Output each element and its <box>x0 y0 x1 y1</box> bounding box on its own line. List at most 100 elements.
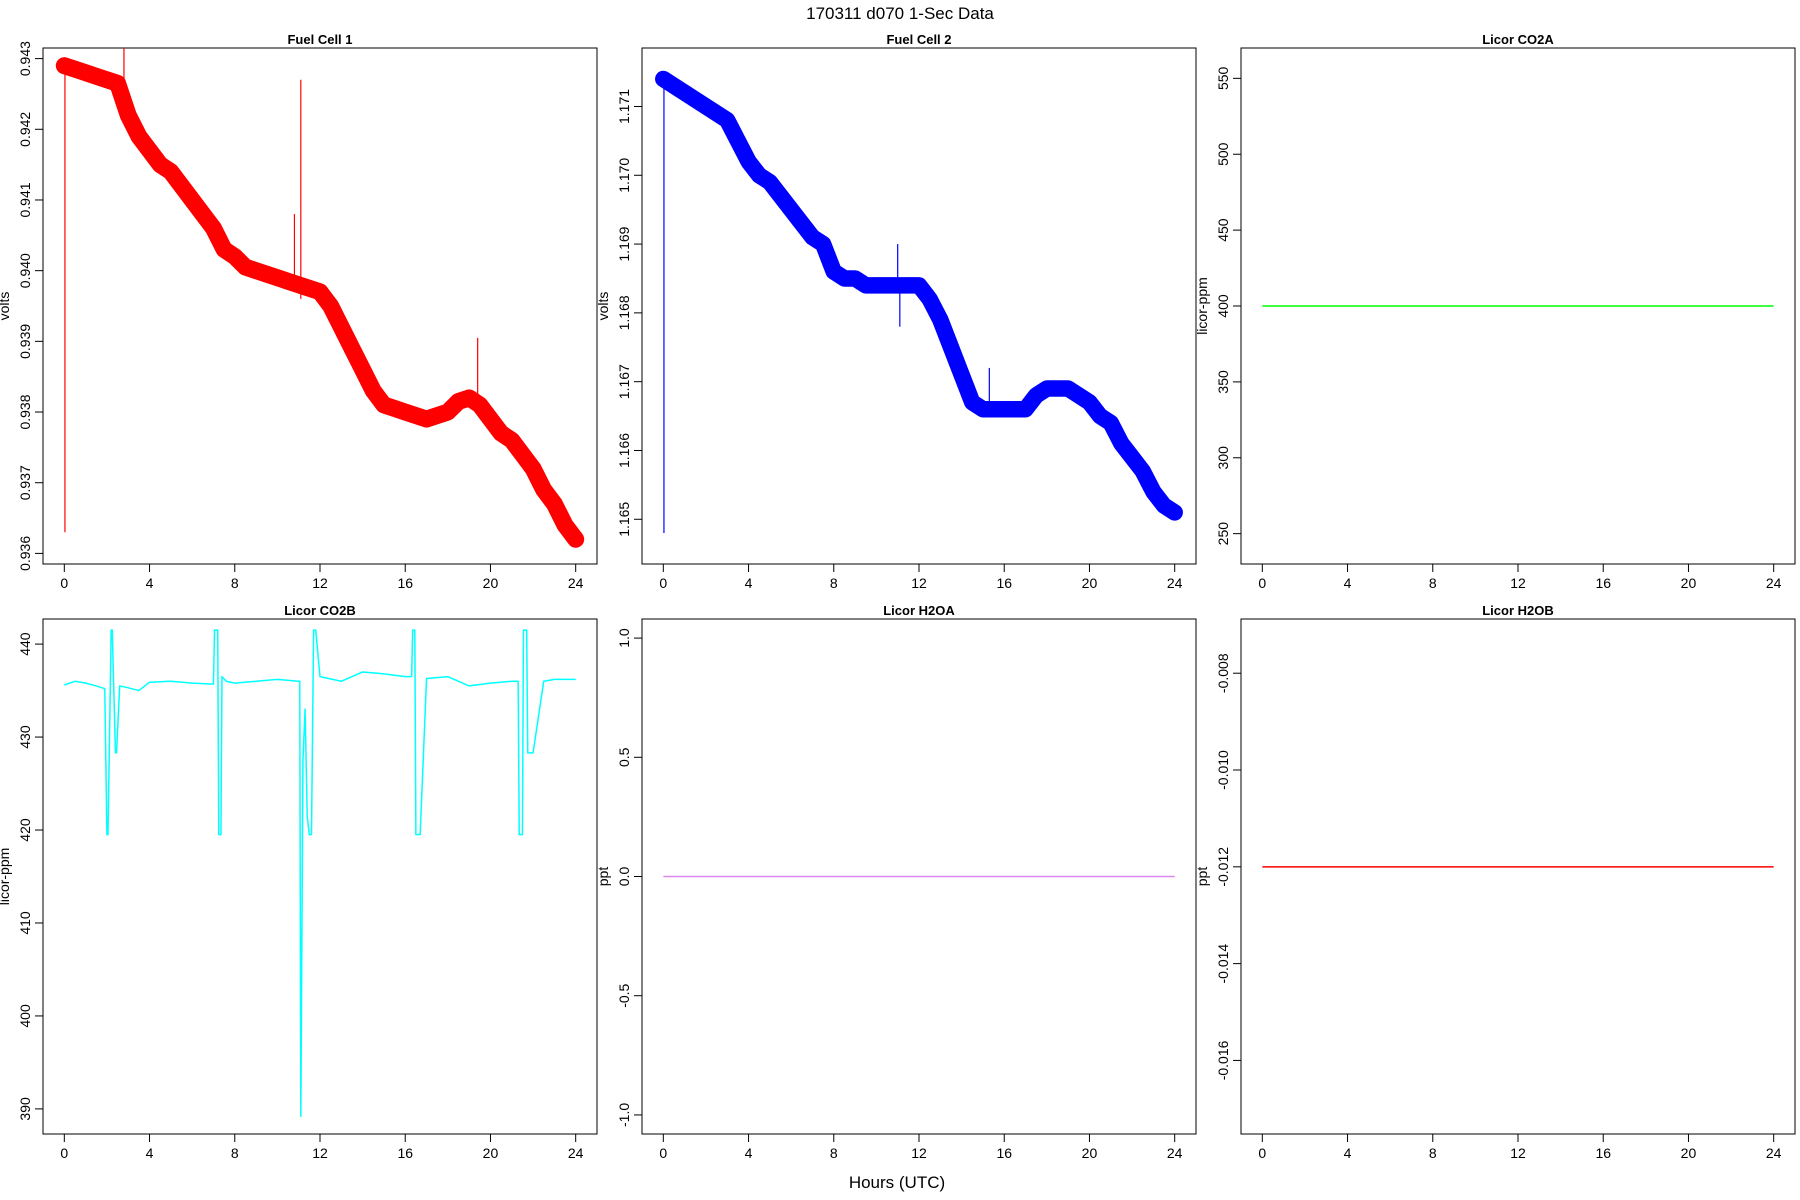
licor-h2ob-xtick-label: 12 <box>1510 1145 1526 1161</box>
x-axis-title: Hours (UTC) <box>849 1173 945 1192</box>
licor-h2ob-ytick-label: -0.010 <box>1215 750 1231 790</box>
fuel-cell-2-panel: Fuel Cell 2 0 4 8 12 16 20 24 1.165 1.166 1.167 1.1… <box>595 32 1197 591</box>
fuel-cell-1-series-band <box>55 57 585 548</box>
fuel-cell-2-xtick-label: 0 <box>659 575 667 591</box>
fuel-cell-1-ytick-label: 0.938 <box>17 394 33 429</box>
licor-h2ob-title: Licor H2OB <box>1482 603 1554 618</box>
fuel-cell-1-xtick-label: 24 <box>568 575 584 591</box>
fuel-cell-2-title: Fuel Cell 2 <box>886 32 951 47</box>
licor-co2b-xtick-label: 20 <box>483 1145 499 1161</box>
fuel-cell-1-ytick-label: 0.943 <box>17 41 33 76</box>
licor-h2ob-xtick-label: 20 <box>1681 1145 1697 1161</box>
fuel-cell-1-xtick-label: 0 <box>60 575 68 591</box>
fuel-cell-1-xtick-label: 8 <box>231 575 239 591</box>
licor-co2b-xtick-label: 12 <box>312 1145 328 1161</box>
fuel-cell-2-ytick-label: 1.169 <box>616 226 632 261</box>
licor-h2ob-ytick-label: -0.014 <box>1215 944 1231 984</box>
fuel-cell-2-ytick-label: 1.170 <box>616 158 632 193</box>
licor-co2b-ytick-label: 390 <box>17 1097 33 1121</box>
fuel-cell-1-xtick-label: 20 <box>483 575 499 591</box>
licor-h2oa-ytick-label: -1.0 <box>616 1103 632 1127</box>
licor-h2ob-ytick-label: -0.016 <box>1215 1040 1231 1080</box>
fuel-cell-1-ytick-label: 0.936 <box>17 536 33 571</box>
fuel-cell-2-ylabel: volts <box>595 292 611 321</box>
licor-h2oa-xtick-label: 12 <box>911 1145 927 1161</box>
licor-h2oa-panel: Licor H2OA 0 4 8 12 16 20 24 -1.0 -0.5 0.0 0.5 1.0 pp… <box>595 603 1197 1161</box>
licor-co2a-xtick-label: 12 <box>1510 575 1526 591</box>
licor-h2oa-ytick-label: 0.5 <box>616 747 632 767</box>
licor-co2b-xtick-label: 24 <box>568 1145 584 1161</box>
licor-co2b-xtick-label: 16 <box>397 1145 413 1161</box>
fuel-cell-2-ytick-label: 1.166 <box>616 433 632 468</box>
licor-h2ob-xtick-label: 0 <box>1258 1145 1266 1161</box>
fuel-cell-2-ytick-label: 1.165 <box>616 502 632 537</box>
licor-h2oa-xtick-label: 20 <box>1082 1145 1098 1161</box>
fuel-cell-1-panel: Fuel Cell 1 0 4 8 12 16 20 24 0.936 0.937 0.938 0.9… <box>0 32 598 591</box>
licor-h2oa-xtick-label: 0 <box>659 1145 667 1161</box>
licor-h2oa-xtick-label: 24 <box>1167 1145 1183 1161</box>
fuel-cell-2-ytick-label: 1.171 <box>616 89 632 124</box>
fuel-cell-2-ytick-label: 1.168 <box>616 295 632 330</box>
licor-co2b-ytick-label: 400 <box>17 1004 33 1028</box>
fuel-cell-2-xtick-label: 4 <box>745 575 753 591</box>
fuel-cell-1-ytick-label: 0.939 <box>17 324 33 359</box>
licor-h2ob-frame <box>1240 618 1796 1135</box>
licor-co2b-xtick-label: 8 <box>231 1145 239 1161</box>
fuel-cell-1-title: Fuel Cell 1 <box>287 32 352 47</box>
licor-co2b-ytick-label: 430 <box>17 725 33 749</box>
fuel-cell-1-xtick-label: 4 <box>146 575 154 591</box>
fuel-cell-2-xtick-label: 8 <box>830 575 838 591</box>
fuel-cell-2-xtick-label: 12 <box>911 575 927 591</box>
licor-h2oa-ytick-label: 1.0 <box>616 628 632 648</box>
fuel-cell-1-series-line <box>64 64 577 540</box>
fuel-cell-2-xtick-label: 24 <box>1167 575 1183 591</box>
licor-co2a-ytick-label: 500 <box>1215 142 1231 166</box>
licor-h2ob-ytick-label: -0.012 <box>1215 847 1231 887</box>
fuel-cell-1-ytick-label: 0.941 <box>17 182 33 217</box>
fuel-cell-1-xtick-label: 16 <box>397 575 413 591</box>
fuel-cell-2-xtick-label: 16 <box>996 575 1012 591</box>
licor-co2a-ytick-label: 350 <box>1215 370 1231 394</box>
fuel-cell-1-ytick-label: 0.942 <box>17 112 33 147</box>
licor-h2ob-xtick-label: 16 <box>1595 1145 1611 1161</box>
licor-co2a-xtick-label: 4 <box>1344 575 1352 591</box>
licor-co2b-ytick-label: 440 <box>17 632 33 656</box>
licor-h2oa-ytick-label: 0.0 <box>616 867 632 887</box>
licor-co2a-ylabel: licor-ppm <box>1194 277 1210 335</box>
licor-h2ob-ylabel: ppt <box>1194 867 1210 887</box>
licor-h2ob-xtick-label: 24 <box>1766 1145 1782 1161</box>
figure-title: 170311 d070 1-Sec Data <box>806 4 994 23</box>
licor-h2oa-title: Licor H2OA <box>883 603 955 618</box>
licor-h2ob-xtick-label: 4 <box>1344 1145 1352 1161</box>
fuel-cell-1-ylabel: volts <box>0 292 12 321</box>
fuel-cell-1-ytick-label: 0.940 <box>17 253 33 288</box>
licor-co2a-ytick-label: 300 <box>1215 446 1231 470</box>
licor-co2b-xtick-label: 4 <box>146 1145 154 1161</box>
licor-co2a-panel: Licor CO2A 0 4 8 12 16 20 24 250 300 350 400 450 500 5… <box>1194 32 1796 591</box>
licor-co2b-series-line <box>64 629 576 1118</box>
fuel-cell-2-series-line <box>662 78 1176 514</box>
licor-h2ob-xtick-label: 8 <box>1429 1145 1437 1161</box>
licor-co2a-title: Licor CO2A <box>1482 32 1554 47</box>
licor-co2a-xtick-label: 0 <box>1258 575 1266 591</box>
licor-h2oa-xtick-label: 8 <box>830 1145 838 1161</box>
licor-co2b-ylabel: licor-ppm <box>0 848 12 906</box>
licor-co2a-ytick-label: 250 <box>1215 522 1231 546</box>
licor-h2oa-xtick-label: 16 <box>996 1145 1012 1161</box>
licor-co2b-frame <box>42 618 598 1135</box>
licor-h2ob-panel: Licor H2OB 0 4 8 12 16 20 24 -0.016 -0.014 -0.012 -… <box>1194 603 1796 1161</box>
licor-co2a-ytick-label: 450 <box>1215 218 1231 242</box>
licor-co2b-title: Licor CO2B <box>284 603 356 618</box>
fuel-cell-2-xtick-label: 20 <box>1082 575 1098 591</box>
panels: Fuel Cell 1 0 4 8 12 16 20 24 0.936 0.937 0.938 0.9… <box>0 32 1796 1161</box>
fuel-cell-2-ytick-label: 1.167 <box>616 364 632 399</box>
licor-co2b-ytick-label: 420 <box>17 818 33 842</box>
licor-co2b-ytick-label: 410 <box>17 911 33 935</box>
licor-co2b-panel: Licor CO2B 0 4 8 12 16 20 24 390 400 410 420 430 440 l… <box>0 603 598 1161</box>
licor-co2a-xtick-label: 16 <box>1595 575 1611 591</box>
licor-co2b-xtick-label: 0 <box>60 1145 68 1161</box>
fuel-cell-1-xtick-label: 12 <box>312 575 328 591</box>
licor-co2a-ytick-label: 400 <box>1215 294 1231 318</box>
fuel-cell-1-ytick-label: 0.937 <box>17 465 33 500</box>
